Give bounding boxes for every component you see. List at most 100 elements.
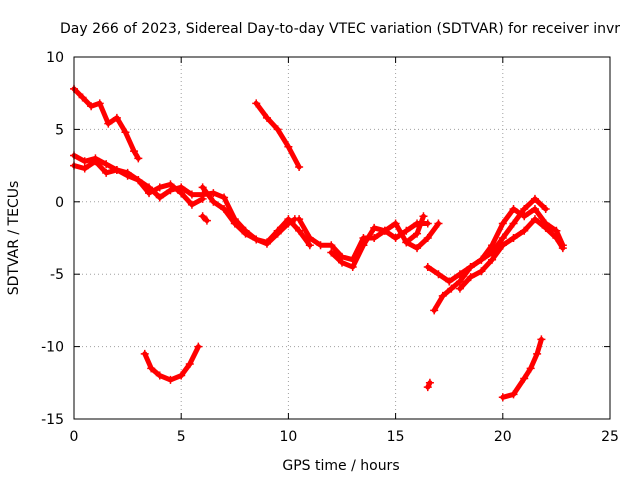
data-point (509, 390, 518, 399)
data-point (552, 226, 561, 235)
data-point (209, 197, 218, 206)
data-point (380, 226, 389, 235)
data-point (187, 200, 196, 209)
chart-title: Day 266 of 2023, Sidereal Day-to-day VTE… (60, 21, 620, 37)
y-tick-label: 5 (55, 122, 64, 138)
series-line-track-10 (431, 196, 549, 313)
data-point (430, 306, 439, 315)
data-point (102, 168, 111, 177)
data-point (498, 219, 507, 228)
data-point (185, 359, 194, 368)
data-point (359, 241, 368, 250)
data-point (316, 241, 325, 250)
data-point (402, 238, 411, 247)
data-point (530, 194, 539, 203)
data-point (130, 147, 139, 156)
data-point (112, 113, 121, 122)
data-point (209, 189, 218, 198)
y-tick-label: -10 (41, 340, 64, 356)
data-point (488, 255, 497, 264)
data-point (305, 234, 314, 242)
data-point (220, 193, 229, 202)
data-point (78, 93, 87, 102)
data-point (80, 164, 89, 173)
data-point (402, 226, 411, 235)
data-point (558, 244, 567, 253)
data-point (241, 229, 250, 238)
x-tick-label: 0 (70, 429, 79, 445)
data-point (155, 371, 164, 380)
data-point (327, 248, 336, 257)
data-point (220, 205, 229, 214)
data-point (166, 180, 175, 189)
x-tick-label: 25 (601, 429, 619, 445)
data-point (419, 212, 428, 221)
data-point (530, 205, 539, 214)
data-point (202, 216, 211, 225)
data-point (413, 244, 422, 253)
data-point (509, 205, 518, 214)
data-point (295, 226, 304, 235)
data-point (123, 171, 132, 180)
data-point (498, 393, 507, 402)
data-point (466, 273, 475, 282)
data-point (537, 335, 546, 344)
y-tick-label: -5 (50, 267, 64, 283)
data-point (145, 189, 154, 198)
data-point (338, 258, 346, 267)
x-tick-label: 20 (494, 429, 512, 445)
data-point (262, 239, 271, 248)
data-point (348, 262, 357, 271)
data-point (520, 374, 529, 383)
data-point (498, 234, 507, 242)
data-point (147, 364, 156, 373)
data-point (230, 219, 239, 228)
data-point (438, 291, 447, 300)
x-axis-label: GPS time / hours (282, 458, 399, 474)
data-point (423, 234, 432, 242)
data-point (413, 229, 422, 238)
data-point (134, 154, 143, 163)
data-point (95, 99, 104, 108)
data-point (520, 205, 529, 214)
data-point (252, 235, 261, 244)
data-point (477, 267, 486, 276)
data-point (434, 270, 443, 279)
data-point (284, 142, 293, 151)
data-point (477, 255, 486, 264)
data-point (541, 205, 550, 214)
x-tick-label: 10 (279, 429, 297, 445)
data-point (526, 364, 535, 373)
data-point (447, 284, 456, 293)
series-line-track-9 (425, 206, 566, 284)
data-point (434, 219, 443, 228)
data-point (498, 241, 507, 250)
data-point (155, 193, 164, 202)
data-point (80, 157, 89, 166)
data-point (391, 234, 400, 242)
data-point (295, 215, 304, 224)
data-point (198, 212, 207, 221)
y-tick-label: 10 (46, 50, 64, 66)
data-point (166, 375, 175, 384)
x-tick-label: 15 (387, 429, 405, 445)
data-point (91, 154, 100, 163)
data-point (87, 102, 96, 111)
data-point (509, 219, 518, 228)
data-point (187, 190, 196, 199)
axis-ticks: 0 5 10 15 20 25 -15 -10 -5 0 5 10 (41, 50, 619, 445)
x-tick-label: 5 (177, 429, 186, 445)
data-point (284, 219, 293, 228)
data-point (541, 223, 550, 232)
y-tick-label: -15 (41, 412, 64, 428)
data-point (155, 183, 164, 192)
data-point (112, 165, 121, 174)
plot-frame (73, 56, 611, 420)
data-point (198, 183, 207, 192)
data-point (370, 234, 379, 242)
data-point (102, 160, 111, 169)
data-point (121, 128, 130, 137)
data-point (455, 277, 464, 286)
data-point (509, 234, 518, 242)
data-point (391, 219, 400, 228)
